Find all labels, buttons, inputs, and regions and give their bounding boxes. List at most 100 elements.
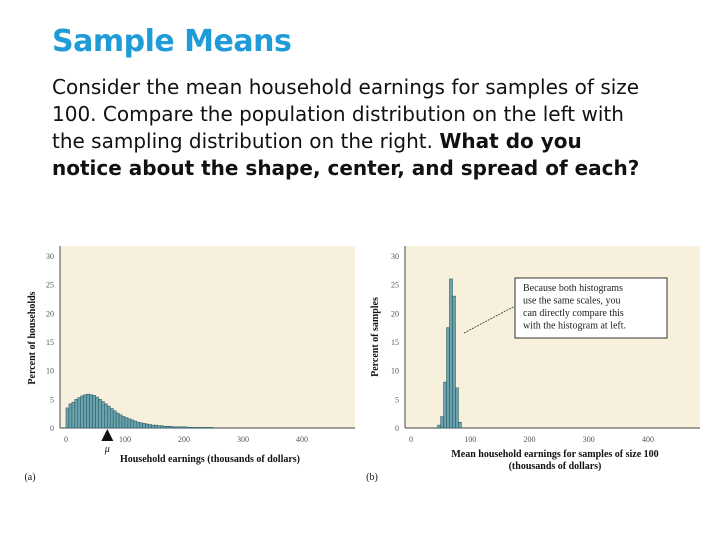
panel-label: (a) xyxy=(24,472,35,483)
histogram-bar xyxy=(104,403,108,429)
y-tick-label: 5 xyxy=(50,395,54,404)
histogram-bar xyxy=(168,425,173,429)
annotation-text-line: use the same scales, you xyxy=(523,296,620,307)
histogram-bar xyxy=(154,424,158,429)
histogram-bar xyxy=(86,393,90,429)
histogram-bar xyxy=(177,426,182,429)
histogram-bar xyxy=(68,403,73,429)
histogram-bar xyxy=(198,427,202,429)
x-axis-label: Mean household earnings for samples of s… xyxy=(451,449,658,460)
histogram-bar xyxy=(89,394,93,429)
histogram-bar xyxy=(183,426,188,429)
x-tick-label: 200 xyxy=(524,435,536,444)
histogram-bar xyxy=(80,395,84,429)
histogram-bar xyxy=(171,426,176,429)
annotation-pointer xyxy=(463,305,516,334)
y-tick-label: 0 xyxy=(395,424,399,433)
histogram-bar xyxy=(109,408,114,429)
histogram-bar xyxy=(160,425,164,429)
histogram-bar xyxy=(115,412,120,429)
histogram-bar xyxy=(142,423,146,429)
histogram-bar xyxy=(95,396,99,429)
y-tick-label: 5 xyxy=(395,395,399,404)
histogram-bar xyxy=(124,417,129,429)
y-tick-label: 30 xyxy=(391,252,399,261)
histogram-bar xyxy=(157,425,161,429)
histogram-bar xyxy=(98,399,102,429)
histogram-bar xyxy=(139,422,143,429)
x-axis-label: Household earnings (thousands of dollars… xyxy=(120,454,300,465)
y-axis-label: Percent of samples xyxy=(370,297,381,377)
histogram-bar xyxy=(195,427,200,429)
x-axis-label-line2: (thousands of dollars) xyxy=(509,461,602,472)
histogram-bar xyxy=(121,416,126,429)
histogram-bar xyxy=(163,425,167,429)
histogram-bar xyxy=(189,427,194,429)
histogram-bar xyxy=(74,399,79,429)
histogram-bar xyxy=(112,410,117,429)
x-tick-label: 400 xyxy=(642,435,654,444)
y-tick-label: 15 xyxy=(46,338,54,347)
histogram-bar xyxy=(136,421,141,429)
annotation-text-line: can directly compare this xyxy=(523,308,624,319)
annotation-box xyxy=(514,277,668,339)
y-axis-label: Percent of households xyxy=(27,291,38,384)
histogram-bar xyxy=(127,418,132,429)
histogram-bar xyxy=(440,416,444,429)
slide-title: Sample Means xyxy=(52,24,292,59)
histogram-bar xyxy=(174,426,179,429)
y-tick-label: 25 xyxy=(391,281,399,290)
histogram-bar xyxy=(77,397,82,429)
histogram-bar xyxy=(186,427,191,429)
y-tick-label: 10 xyxy=(46,367,54,376)
histogram-bar xyxy=(446,327,450,429)
histogram-bar xyxy=(118,414,123,429)
question-text: Consider the mean household earnings for… xyxy=(52,75,640,153)
histogram-bar xyxy=(437,424,441,429)
histogram-bar xyxy=(449,278,453,429)
histogram-bar xyxy=(145,423,149,429)
plot-background-1 xyxy=(60,246,355,428)
x-tick-label: 0 xyxy=(64,435,68,444)
histogram-bar xyxy=(458,421,462,429)
histogram-bar xyxy=(452,295,456,429)
histogram-bar xyxy=(455,387,459,429)
y-tick-label: 20 xyxy=(46,309,54,318)
question-emphasis: What do you notice about the shape, cent… xyxy=(52,129,640,180)
x-tick-label: 200 xyxy=(178,435,190,444)
histogram-bar xyxy=(133,420,138,429)
x-tick-label: 100 xyxy=(119,435,131,444)
mean-marker-label: μ xyxy=(104,444,110,455)
annotation-text-line: with the histogram at left. xyxy=(523,321,626,332)
slide-question: Consider the mean household earnings for… xyxy=(52,74,652,182)
y-tick-label: 10 xyxy=(391,367,399,376)
histogram-bar xyxy=(107,405,111,429)
histogram-bar xyxy=(151,424,155,429)
y-tick-label: 25 xyxy=(46,281,54,290)
x-tick-label: 100 xyxy=(464,435,476,444)
panel-label: (b) xyxy=(366,472,378,483)
histogram-bar xyxy=(71,401,76,429)
x-tick-label: 300 xyxy=(583,435,595,444)
histogram-bar xyxy=(92,395,96,429)
mean-marker-triangle xyxy=(101,429,114,441)
histogram-bar xyxy=(201,427,205,429)
histogram-bar xyxy=(210,427,214,429)
y-tick-label: 0 xyxy=(50,424,54,433)
x-tick-label: 0 xyxy=(409,435,413,444)
histogram-bar xyxy=(204,427,208,429)
histogram-bar xyxy=(83,394,87,429)
x-tick-label: 400 xyxy=(296,435,308,444)
histogram-bar xyxy=(192,427,197,429)
y-tick-label: 30 xyxy=(46,252,54,261)
histogram-bar xyxy=(443,381,447,429)
histogram-bar xyxy=(101,401,105,429)
histogram-bar xyxy=(65,407,70,429)
x-tick-label: 300 xyxy=(237,435,249,444)
histogram-bar xyxy=(130,419,135,429)
y-tick-label: 20 xyxy=(391,309,399,318)
y-tick-label: 15 xyxy=(391,338,399,347)
histogram-bar xyxy=(180,426,185,429)
histogram-bar xyxy=(207,427,211,429)
